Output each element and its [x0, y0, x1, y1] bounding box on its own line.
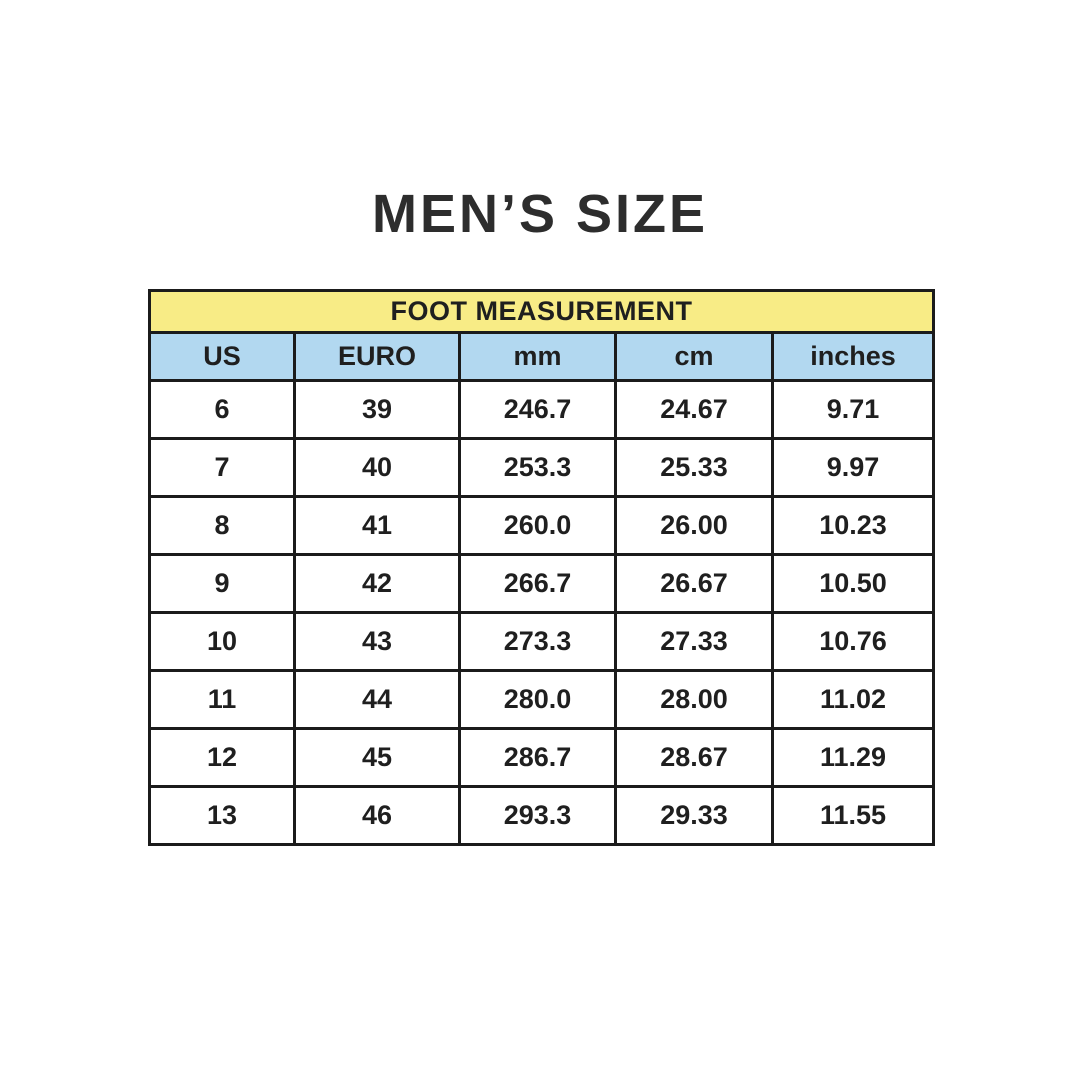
table-cell: 246.7 [458, 379, 617, 440]
table-cell: 273.3 [458, 611, 617, 672]
column-header-euro: EURO [293, 331, 461, 382]
header-row: US EURO mm cm inches [148, 331, 935, 382]
table-cell: 8 [148, 495, 296, 556]
table-cell: 260.0 [458, 495, 617, 556]
table-cell: 9.71 [771, 379, 935, 440]
table-row: 8 41 260.0 26.00 10.23 [148, 495, 935, 556]
table-cell: 44 [293, 669, 461, 730]
table-row: 12 45 286.7 28.67 11.29 [148, 727, 935, 788]
page-title: MEN’S SIZE [371, 184, 709, 244]
table-cell: 12 [148, 727, 296, 788]
table-cell: 10 [148, 611, 296, 672]
table-cell: 10.50 [771, 553, 935, 614]
table-cell: 9 [148, 553, 296, 614]
table-cell: 9.97 [771, 437, 935, 498]
table-cell: 25.33 [614, 437, 774, 498]
table-cell: 11.29 [771, 727, 935, 788]
table-cell: 42 [293, 553, 461, 614]
table-cell: 11.02 [771, 669, 935, 730]
table-cell: 43 [293, 611, 461, 672]
table-cell: 46 [293, 785, 461, 846]
table-cell: 28.67 [614, 727, 774, 788]
table-cell: 286.7 [458, 727, 617, 788]
banner-row: FOOT MEASUREMENT [148, 289, 935, 334]
table-cell: 26.67 [614, 553, 774, 614]
table-cell: 253.3 [458, 437, 617, 498]
column-header-cm: cm [614, 331, 774, 382]
table-cell: 280.0 [458, 669, 617, 730]
table-cell: 27.33 [614, 611, 774, 672]
table-cell: 10.76 [771, 611, 935, 672]
table-row: 9 42 266.7 26.67 10.50 [148, 553, 935, 614]
table-row: 7 40 253.3 25.33 9.97 [148, 437, 935, 498]
banner-title: FOOT MEASUREMENT [148, 289, 935, 334]
column-header-inches: inches [771, 331, 935, 382]
table-cell: 11.55 [771, 785, 935, 846]
size-table-body: 6 39 246.7 24.67 9.71 7 40 253.3 25.33 9.97 8 41 260… [148, 379, 935, 846]
table-row: 13 46 293.3 29.33 11.55 [148, 785, 935, 846]
table-row: 10 43 273.3 27.33 10.76 [148, 611, 935, 672]
table-cell: 26.00 [614, 495, 774, 556]
table-cell: 40 [293, 437, 461, 498]
table-cell: 7 [148, 437, 296, 498]
table-cell: 45 [293, 727, 461, 788]
table-cell: 293.3 [458, 785, 617, 846]
table-row: 6 39 246.7 24.67 9.71 [148, 379, 935, 440]
table-cell: 39 [293, 379, 461, 440]
table-cell: 6 [148, 379, 296, 440]
table-row: 11 44 280.0 28.00 11.02 [148, 669, 935, 730]
column-header-us: US [148, 331, 296, 382]
column-header-mm: mm [458, 331, 617, 382]
table-cell: 266.7 [458, 553, 617, 614]
table-cell: 13 [148, 785, 296, 846]
table-cell: 28.00 [614, 669, 774, 730]
table-cell: 11 [148, 669, 296, 730]
table-cell: 10.23 [771, 495, 935, 556]
table-cell: 24.67 [614, 379, 774, 440]
table-cell: 41 [293, 495, 461, 556]
table-cell: 29.33 [614, 785, 774, 846]
